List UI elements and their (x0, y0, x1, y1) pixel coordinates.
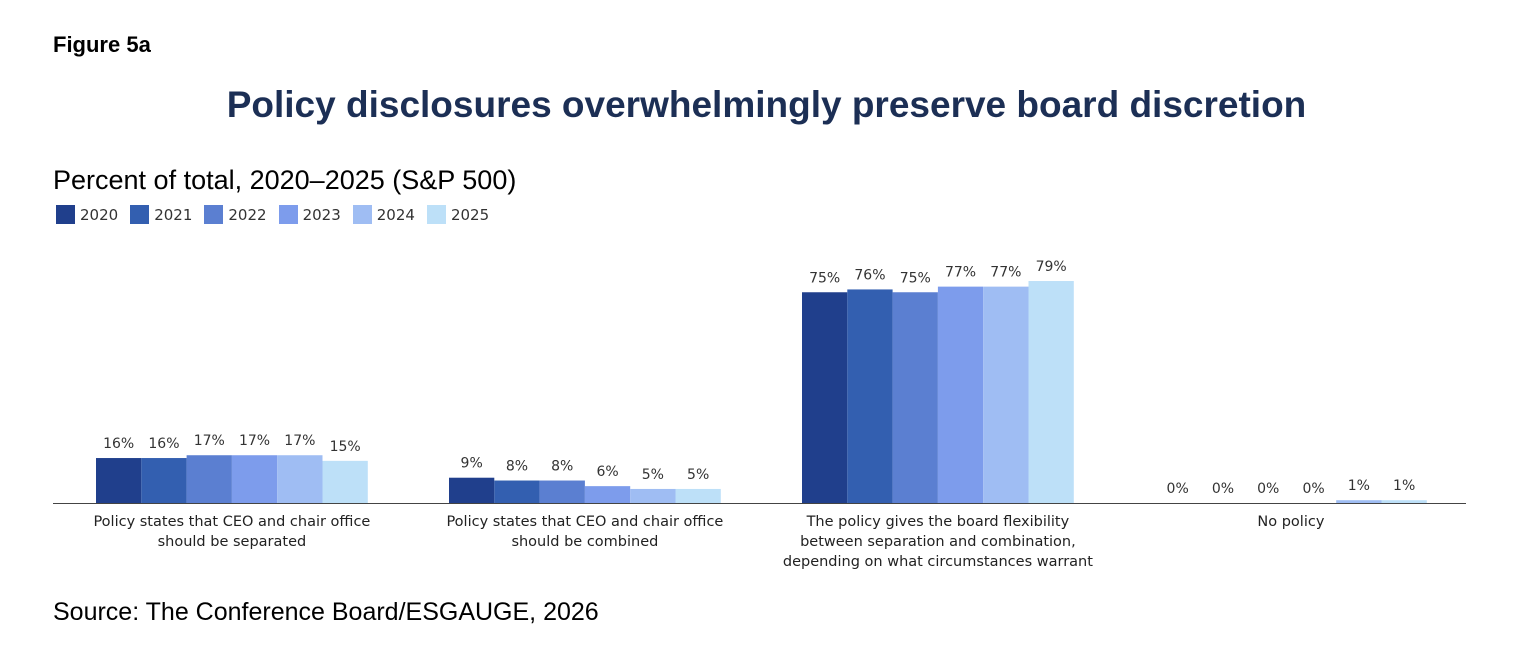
bar-2025-cat2 (675, 488, 721, 503)
legend-swatch (278, 205, 298, 224)
data-label: 8% (506, 459, 528, 475)
data-label: 76% (854, 267, 885, 283)
bar-2024-cat1 (277, 455, 323, 503)
data-label: 0% (1212, 481, 1234, 497)
legend-label: 2021 (154, 205, 193, 224)
data-label: 6% (596, 464, 618, 480)
legend: 2020 2021 2022 2023 2024 2025 (56, 205, 501, 224)
legend-item-2021: 2021 (130, 205, 192, 224)
bar-2020-cat2 (449, 477, 495, 503)
category-label: Policy states that CEO and chair office (93, 514, 370, 530)
category-label: should be separated (158, 534, 307, 550)
data-label: 9% (461, 456, 483, 472)
category-label: should be combined (511, 534, 658, 550)
data-label: 1% (1348, 478, 1370, 494)
data-label: 75% (809, 270, 840, 286)
data-label: 77% (945, 265, 976, 281)
data-label: 16% (103, 436, 134, 452)
bar-2021-cat3 (847, 289, 893, 503)
bar-2022-cat1 (186, 455, 232, 503)
bar-2023-cat2 (584, 486, 631, 503)
data-label: 17% (239, 433, 270, 449)
category-label: Policy states that CEO and chair office (446, 514, 723, 530)
legend-label: 2023 (302, 205, 341, 224)
bar-2025-cat4 (1381, 500, 1427, 503)
category-label: No policy (1257, 514, 1324, 530)
legend-item-2020: 2020 (56, 205, 118, 224)
data-label: 79% (1036, 259, 1067, 275)
legend-label: 2025 (450, 205, 490, 224)
data-label: 75% (900, 270, 931, 286)
legend-swatch (204, 205, 224, 224)
bar-2023-cat1 (231, 455, 278, 503)
bar-2020-cat3 (802, 292, 848, 503)
bar-2024-cat2 (630, 488, 676, 503)
data-label: 16% (148, 436, 179, 452)
legend-swatch (130, 205, 150, 224)
bar-2021-cat2 (494, 480, 540, 503)
bar-2020-cat1 (96, 458, 142, 503)
bar-2022-cat3 (892, 292, 938, 503)
data-label: 17% (194, 433, 225, 449)
bar-2024-cat4 (1336, 500, 1382, 503)
data-label: 17% (284, 433, 315, 449)
legend-item-2023: 2023 (278, 205, 341, 224)
data-label: 15% (330, 439, 361, 455)
figure-label: Figure 5a (53, 32, 151, 57)
data-label: 5% (687, 467, 709, 483)
bar-2022-cat2 (539, 480, 585, 503)
legend-label: 2022 (228, 205, 267, 224)
category-label: The policy gives the board flexibility (806, 514, 1070, 530)
legend-swatch (426, 205, 446, 224)
legend-swatch (352, 205, 372, 224)
data-label: 0% (1257, 481, 1279, 497)
data-label: 5% (642, 467, 664, 483)
chart-title: Policy disclosures overwhelmingly preser… (226, 84, 1307, 125)
data-label: 0% (1302, 481, 1324, 497)
bar-2025-cat3 (1028, 281, 1074, 503)
data-label: 8% (551, 459, 573, 475)
category-label: depending on what circumstances warrant (783, 554, 1093, 570)
legend-item-2024: 2024 (352, 205, 415, 224)
data-label: 77% (990, 265, 1021, 281)
data-label: 1% (1393, 478, 1415, 494)
legend-item-2022: 2022 (204, 205, 267, 224)
source-note: Source: The Conference Board/ESGAUGE, 20… (53, 598, 599, 626)
legend-swatch (56, 205, 75, 224)
legend-label: 2020 (80, 205, 119, 224)
data-label: 0% (1167, 481, 1189, 497)
bar-2021-cat1 (141, 458, 187, 503)
category-label: between separation and combination, (800, 534, 1076, 550)
bar-2024-cat3 (983, 286, 1029, 503)
chart-subtitle: Percent of total, 2020–2025 (S&P 500) (53, 165, 517, 195)
bar-2025-cat1 (322, 460, 368, 503)
bar-2023-cat3 (937, 286, 984, 503)
legend-item-2025: 2025 (426, 205, 490, 224)
legend-label: 2024 (376, 205, 415, 224)
